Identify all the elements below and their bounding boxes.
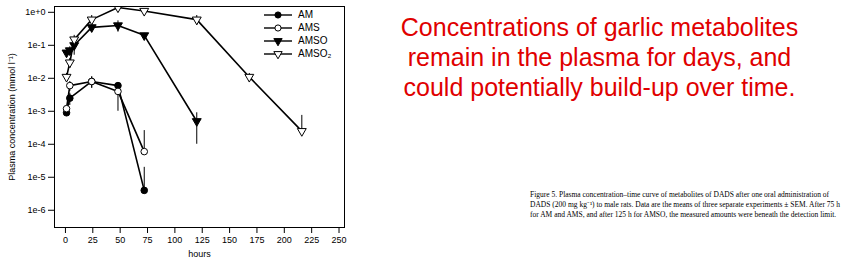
html-text:Concentrations of garlic metab: Concentrations of garlic metabolites rem…: [400, 13, 799, 101]
svg-text:50: 50: [115, 235, 125, 245]
svg-text:250: 250: [332, 235, 347, 245]
svg-text:hours: hours: [188, 249, 211, 259]
html-text:Figure 5. Plasma concentration: Figure 5. Plasma concentration–time curv…: [530, 190, 840, 219]
svg-text:1e-1: 1e-1: [27, 40, 45, 50]
svg-text:75: 75: [143, 235, 153, 245]
html-text:AMSO₂: AMSO₂: [298, 48, 332, 59]
svg-text:125: 125: [195, 235, 210, 245]
svg-text:225: 225: [304, 235, 319, 245]
svg-text:1e-2: 1e-2: [27, 73, 45, 83]
html-text:AMS: AMS: [298, 22, 320, 33]
html-text:AM: AM: [298, 9, 313, 20]
svg-text:175: 175: [249, 235, 264, 245]
svg-text:1e-6: 1e-6: [27, 205, 45, 215]
html-text:AMSO: AMSO: [298, 35, 328, 46]
svg-text:1e-5: 1e-5: [27, 172, 45, 182]
svg-text:0: 0: [63, 235, 68, 245]
svg-text:1e-4: 1e-4: [27, 139, 45, 149]
svg-text:1e+0: 1e+0: [25, 7, 45, 17]
svg-text:Plasma concentration (mmol l⁻¹: Plasma concentration (mmol l⁻¹): [7, 53, 17, 181]
svg-text:100: 100: [167, 235, 182, 245]
svg-text:25: 25: [88, 235, 98, 245]
svg-text:150: 150: [222, 235, 237, 245]
svg-text:1e-3: 1e-3: [27, 106, 45, 116]
svg-text:200: 200: [277, 235, 292, 245]
